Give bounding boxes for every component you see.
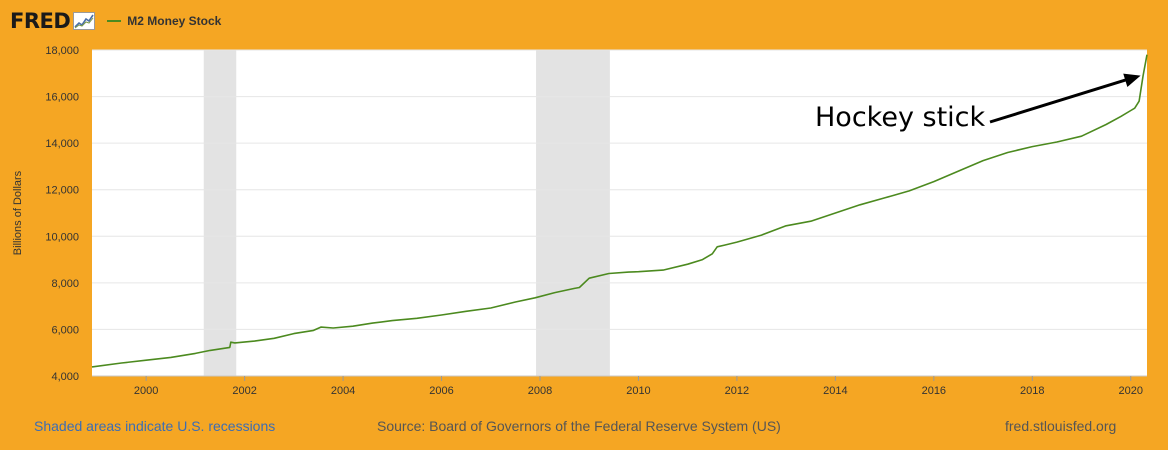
x-tick-label: 2018 (1020, 385, 1044, 397)
x-tick-label: 2000 (134, 385, 158, 397)
x-tick-label: 2008 (528, 385, 552, 397)
site-link[interactable]: fred.stlouisfed.org (1005, 418, 1117, 434)
x-tick-label: 2012 (725, 385, 749, 397)
y-tick-label: 8,000 (51, 278, 79, 290)
annotation-arrow (989, 76, 1134, 124)
y-tick-label: 10,000 (45, 231, 79, 243)
plot-area (92, 50, 1147, 376)
x-tick-label: 2004 (331, 385, 355, 397)
x-tick-label: 2020 (1119, 385, 1143, 397)
annotation-arrow-head (1123, 73, 1141, 88)
x-tick-label: 2006 (429, 385, 453, 397)
x-tick-label: 2010 (626, 385, 650, 397)
annotation-text: Hockey stick (815, 102, 986, 133)
source-note: Source: Board of Governors of the Federa… (377, 418, 781, 434)
y-tick-label: 12,000 (45, 185, 79, 197)
y-tick-label: 18,000 (45, 45, 79, 57)
recession-band (203, 50, 237, 376)
recession-band (536, 50, 610, 376)
x-tick-label: 2016 (922, 385, 946, 397)
legend-swatch (107, 20, 122, 22)
fred-logo[interactable]: FRED (10, 9, 71, 33)
y-axis-label: Billions of Dollars (12, 170, 24, 255)
legend-label: M2 Money Stock (127, 14, 222, 28)
y-tick-label: 14,000 (45, 138, 79, 150)
recession-note: Shaded areas indicate U.S. recessions (34, 418, 276, 434)
y-tick-label: 4,000 (51, 371, 79, 383)
x-tick-label: 2002 (232, 385, 256, 397)
y-tick-label: 6,000 (51, 324, 79, 336)
header: FRED M2 Money Stock (10, 7, 221, 35)
series-line (91, 54, 1148, 368)
logo-chart-icon (73, 12, 96, 30)
y-tick-label: 16,000 (45, 92, 79, 104)
legend: M2 Money Stock (107, 14, 221, 28)
x-tick-label: 2014 (823, 385, 847, 397)
